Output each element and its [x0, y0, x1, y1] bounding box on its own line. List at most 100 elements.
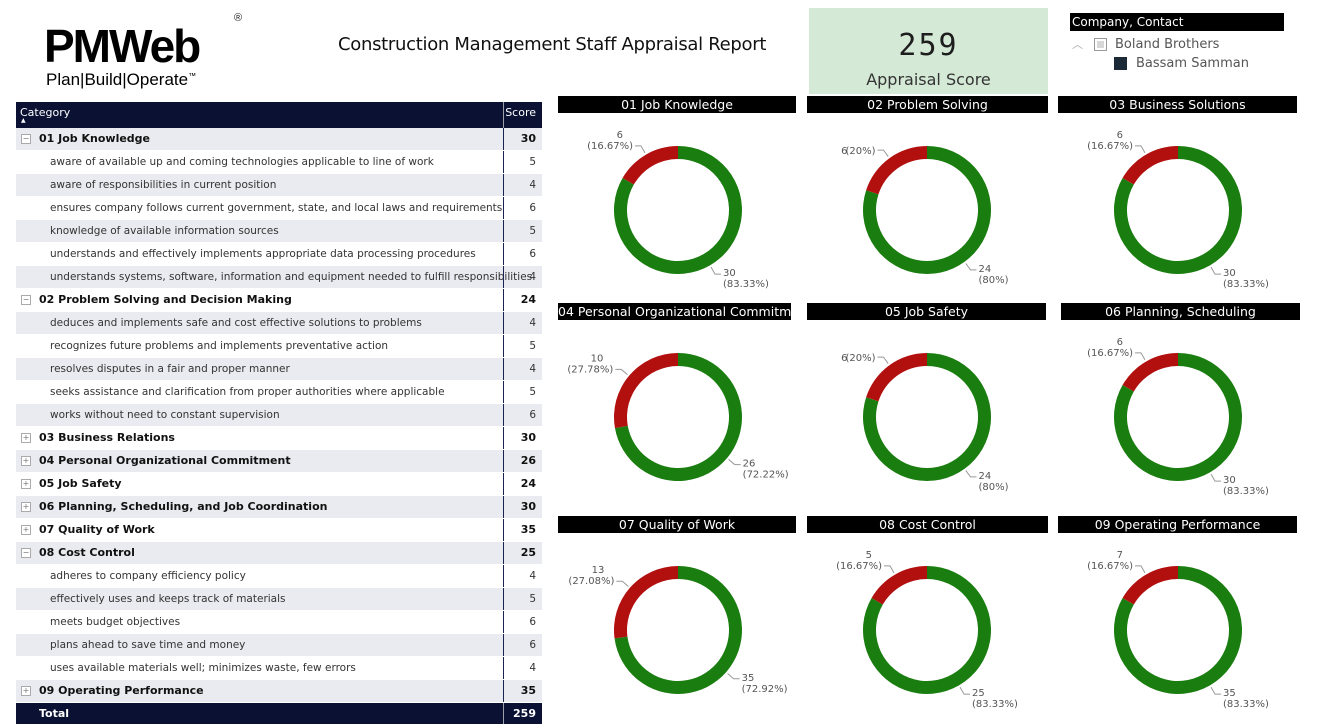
slicer-title: Company, Contact	[1070, 13, 1284, 31]
slice-bad[interactable]	[614, 566, 678, 639]
row-label: 03 Business Relations	[39, 431, 175, 444]
category-group-row[interactable]: −02 Problem Solving and Decision Making 2…	[16, 289, 542, 312]
expand-icon[interactable]: +	[21, 525, 31, 535]
criteria-row: works without need to constant supervisi…	[16, 404, 542, 427]
row-label: 04 Personal Organizational Commitment	[39, 454, 291, 467]
chevron-up-icon[interactable]: ︿	[1072, 38, 1083, 51]
pmweb-logo: PMWeb ® Plan|Build|Operate™	[44, 12, 254, 92]
donut-chart-tile[interactable]: 01 Job Knowledge 30 (83.33%) 6 (16.67%)	[558, 96, 800, 296]
data-label-value: 26	[743, 459, 756, 470]
category-group-row[interactable]: −08 Cost Control 25	[16, 542, 542, 565]
data-label-percent: (72.22%)	[743, 470, 789, 481]
slicer-item-company[interactable]: ︿ Boland Brothers	[1070, 35, 1284, 54]
category-group-row[interactable]: −01 Job Knowledge 30	[16, 128, 542, 151]
row-divider	[503, 335, 504, 357]
data-label-percent: (80%)	[978, 275, 1008, 286]
expand-icon[interactable]: +	[21, 502, 31, 512]
donut-chart-tile[interactable]: 05 Job Safety 24 (80%) 6 (20%)	[807, 303, 1049, 503]
chart-title: 05 Job Safety	[807, 303, 1046, 320]
data-label-percent: (83.33%)	[1223, 279, 1269, 290]
slice-bad[interactable]	[1122, 353, 1178, 392]
row-score: 5	[529, 386, 536, 398]
row-score: 4	[529, 662, 536, 674]
report-title: Construction Management Staff Appraisal …	[338, 34, 767, 55]
score-column-header[interactable]: Score	[505, 106, 536, 119]
row-divider	[503, 358, 504, 380]
row-score: 4	[529, 317, 536, 329]
donut-chart-tile[interactable]: 04 Personal Organizational Commitment 26(…	[558, 303, 800, 503]
slice-bad[interactable]	[622, 146, 678, 185]
criteria-row: uses available materials well; minimizes…	[16, 657, 542, 680]
row-label: aware of responsibilities in current pos…	[50, 179, 277, 191]
row-divider	[503, 519, 504, 541]
appraisal-score-value: 259	[898, 28, 959, 63]
slice-bad[interactable]	[614, 353, 678, 429]
expand-icon[interactable]: +	[21, 686, 31, 696]
expand-icon[interactable]: +	[21, 433, 31, 443]
row-label: 06 Planning, Scheduling, and Job Coordin…	[39, 500, 328, 513]
row-divider	[503, 588, 504, 610]
data-label-percent: (16.67%)	[1087, 348, 1133, 359]
donut-chart-tile[interactable]: 02 Problem Solving 24 (80%) 6 (20%)	[807, 96, 1049, 296]
row-score: 5	[529, 593, 536, 605]
leader-line	[884, 565, 895, 574]
row-score: 24	[520, 477, 536, 490]
row-score: 25	[520, 546, 536, 559]
trademark-mark: ™	[188, 71, 197, 81]
slice-bad[interactable]	[1122, 146, 1178, 185]
category-group-row[interactable]: +05 Job Safety 24	[16, 473, 542, 496]
donut-chart-tile[interactable]: 06 Planning, Scheduling 30 (83.33%) 6 (16.67…	[1058, 303, 1300, 503]
collapse-icon[interactable]: −	[21, 295, 31, 305]
criteria-row: seeks assistance and clarification from …	[16, 381, 542, 404]
data-label-percent: (83.33%)	[1223, 486, 1269, 497]
header-divider	[503, 102, 504, 128]
slice-bad[interactable]	[866, 146, 927, 195]
leader-line	[877, 149, 889, 157]
slice-bad[interactable]	[866, 353, 927, 402]
donut-chart-tile[interactable]: 09 Operating Performance 35 (83.33%) 7 (16.6…	[1058, 516, 1300, 716]
donut-chart-tile[interactable]: 07 Quality of Work 35 (72.92%) 13 (27.08%)	[558, 516, 800, 716]
partial-checkbox-icon[interactable]	[1094, 38, 1107, 51]
row-divider	[503, 565, 504, 587]
logo-wordmark: PMWeb	[44, 20, 201, 72]
slicer-item-contact[interactable]: Bassam Samman	[1070, 54, 1284, 73]
criteria-row: deduces and implements safe and cost eff…	[16, 312, 542, 335]
collapse-icon[interactable]: −	[21, 134, 31, 144]
checked-checkbox-icon[interactable]	[1114, 57, 1127, 70]
category-group-row[interactable]: +06 Planning, Scheduling, and Job Coordi…	[16, 496, 542, 519]
slicer-contact-label: Bassam Samman	[1136, 56, 1249, 71]
slice-bad[interactable]	[1122, 566, 1178, 605]
chart-title: 07 Quality of Work	[558, 516, 796, 533]
row-label: resolves disputes in a fair and proper m…	[50, 363, 290, 375]
data-label-value: 25	[972, 688, 985, 699]
slice-bad[interactable]	[871, 566, 927, 605]
row-score: 5	[529, 156, 536, 168]
category-group-row[interactable]: +03 Business Relations 30	[16, 427, 542, 450]
donut-chart: 26(72.22%) 10(27.78%)	[567, 353, 789, 481]
row-label: 05 Job Safety	[39, 477, 122, 490]
expand-icon[interactable]: +	[21, 479, 31, 489]
logo-tagline-text: Plan|Build|Operate	[46, 70, 189, 89]
appraisal-matrix: Category ▲ Score −01 Job Knowledge 30 awar…	[16, 102, 542, 724]
collapse-icon[interactable]: −	[21, 548, 31, 558]
row-score: 5	[529, 340, 536, 352]
donut-chart-tile[interactable]: 08 Cost Control 25 (83.33%) 5 (16.67%)	[807, 516, 1049, 716]
category-group-row[interactable]: +04 Personal Organizational Commitment 26	[16, 450, 542, 473]
criteria-row: ensures company follows current governme…	[16, 197, 542, 220]
category-column-header[interactable]: Category	[20, 106, 71, 119]
row-label: aware of available up and coming technol…	[50, 156, 434, 168]
criteria-row: meets budget objectives 6	[16, 611, 542, 634]
row-label: 01 Job Knowledge	[39, 132, 151, 145]
donut-chart: 30(83.33%) 6(16.67%)	[1087, 130, 1269, 290]
row-score: 24	[520, 293, 536, 306]
category-group-row[interactable]: +09 Operating Performance 35	[16, 680, 542, 703]
leader-line	[727, 673, 740, 680]
donut-chart-tile[interactable]: 03 Business Solutions 30 (83.33%) 6 (16.67%)	[1058, 96, 1300, 296]
expand-icon[interactable]: +	[21, 456, 31, 466]
data-label-value: 6	[841, 146, 847, 157]
data-label-value: 30	[1223, 268, 1236, 279]
row-label: plans ahead to save time and money	[50, 639, 246, 651]
data-label-value: 30	[1223, 475, 1236, 486]
leader-line	[959, 686, 970, 695]
category-group-row[interactable]: +07 Quality of Work 35	[16, 519, 542, 542]
